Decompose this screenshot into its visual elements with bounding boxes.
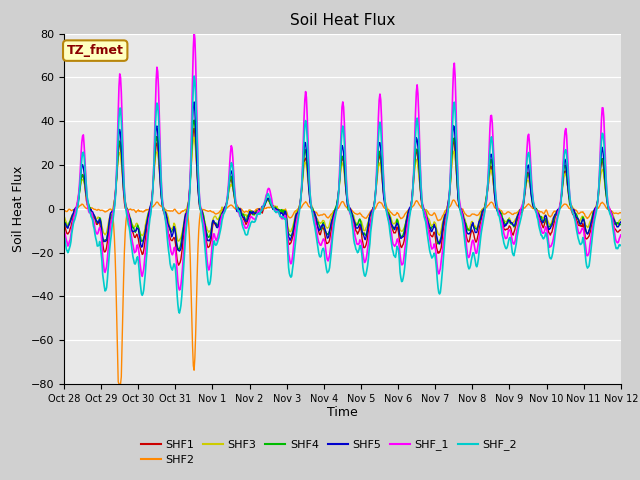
SHF1 bbox=[127, 227, 135, 232]
SHF_1 bbox=[175, 287, 183, 293]
SHF_2 bbox=[127, 242, 135, 248]
SHF1 bbox=[60, 222, 68, 228]
SHF5 bbox=[412, 142, 419, 148]
X-axis label: Time: Time bbox=[327, 407, 358, 420]
SHF_2 bbox=[175, 310, 183, 316]
SHF4 bbox=[412, 150, 419, 156]
SHF2 bbox=[617, 210, 625, 216]
SHF2 bbox=[70, 206, 78, 212]
Text: TZ_fmet: TZ_fmet bbox=[67, 44, 124, 57]
Line: SHF4: SHF4 bbox=[64, 120, 621, 250]
SHF3 bbox=[60, 213, 68, 219]
SHF_1 bbox=[617, 232, 625, 238]
Line: SHF2: SHF2 bbox=[64, 200, 621, 384]
SHF5 bbox=[60, 220, 68, 226]
SHF5 bbox=[175, 248, 183, 254]
SHF1 bbox=[428, 234, 436, 240]
SHF_2 bbox=[428, 255, 436, 261]
SHF5 bbox=[617, 219, 625, 225]
SHF_2 bbox=[190, 73, 198, 79]
Line: SHF_2: SHF_2 bbox=[64, 76, 621, 313]
SHF_2 bbox=[215, 235, 223, 240]
SHF2 bbox=[185, 221, 193, 227]
SHF_1 bbox=[215, 229, 223, 235]
SHF2 bbox=[411, 201, 419, 206]
SHF5 bbox=[185, 199, 193, 204]
Y-axis label: Soil Heat Flux: Soil Heat Flux bbox=[12, 166, 25, 252]
SHF_1 bbox=[60, 228, 68, 234]
SHF5 bbox=[190, 99, 198, 105]
SHF4 bbox=[185, 199, 193, 204]
SHF1 bbox=[185, 199, 193, 205]
SHF1 bbox=[215, 224, 223, 229]
SHF4 bbox=[428, 224, 436, 230]
SHF_2 bbox=[185, 205, 193, 211]
SHF_1 bbox=[185, 201, 193, 207]
SHF2 bbox=[128, 207, 136, 213]
SHF1 bbox=[175, 262, 182, 268]
SHF4 bbox=[617, 222, 625, 228]
SHF3 bbox=[617, 216, 625, 222]
SHF4 bbox=[127, 220, 135, 226]
SHF3 bbox=[412, 158, 419, 164]
SHF5 bbox=[215, 218, 223, 224]
Title: Soil Heat Flux: Soil Heat Flux bbox=[290, 13, 395, 28]
SHF4 bbox=[60, 218, 68, 224]
SHF1 bbox=[190, 126, 198, 132]
Line: SHF_1: SHF_1 bbox=[64, 32, 621, 290]
SHF4 bbox=[215, 218, 223, 224]
SHF5 bbox=[428, 229, 436, 235]
SHF3 bbox=[70, 209, 78, 215]
SHF1 bbox=[412, 151, 419, 156]
SHF_1 bbox=[127, 233, 135, 239]
SHF3 bbox=[428, 223, 436, 228]
SHF_1 bbox=[190, 29, 198, 35]
Line: SHF5: SHF5 bbox=[64, 102, 621, 251]
SHF1 bbox=[70, 209, 78, 215]
Line: SHF3: SHF3 bbox=[64, 137, 621, 241]
SHF3 bbox=[215, 215, 223, 221]
SHF2 bbox=[214, 210, 222, 216]
SHF3 bbox=[190, 134, 198, 140]
SHF2 bbox=[60, 208, 68, 214]
SHF3 bbox=[127, 219, 135, 225]
SHF2 bbox=[428, 212, 435, 218]
SHF3 bbox=[185, 197, 193, 203]
Line: SHF1: SHF1 bbox=[64, 129, 621, 265]
SHF2 bbox=[115, 381, 123, 387]
SHF_1 bbox=[412, 108, 419, 114]
SHF_2 bbox=[60, 234, 68, 240]
SHF4 bbox=[70, 210, 78, 216]
SHF5 bbox=[70, 207, 78, 213]
SHF5 bbox=[127, 225, 135, 230]
SHF1 bbox=[617, 227, 625, 233]
SHF_1 bbox=[70, 214, 78, 219]
SHF_2 bbox=[412, 132, 419, 137]
SHF2 bbox=[450, 197, 458, 203]
SHF_1 bbox=[428, 246, 436, 252]
SHF_2 bbox=[70, 218, 78, 224]
SHF3 bbox=[175, 238, 182, 244]
SHF4 bbox=[190, 117, 198, 123]
Legend: SHF1, SHF2, SHF3, SHF4, SHF5, SHF_1, SHF_2: SHF1, SHF2, SHF3, SHF4, SHF5, SHF_1, SHF… bbox=[136, 435, 521, 469]
SHF4 bbox=[175, 247, 182, 253]
SHF_2 bbox=[617, 242, 625, 248]
